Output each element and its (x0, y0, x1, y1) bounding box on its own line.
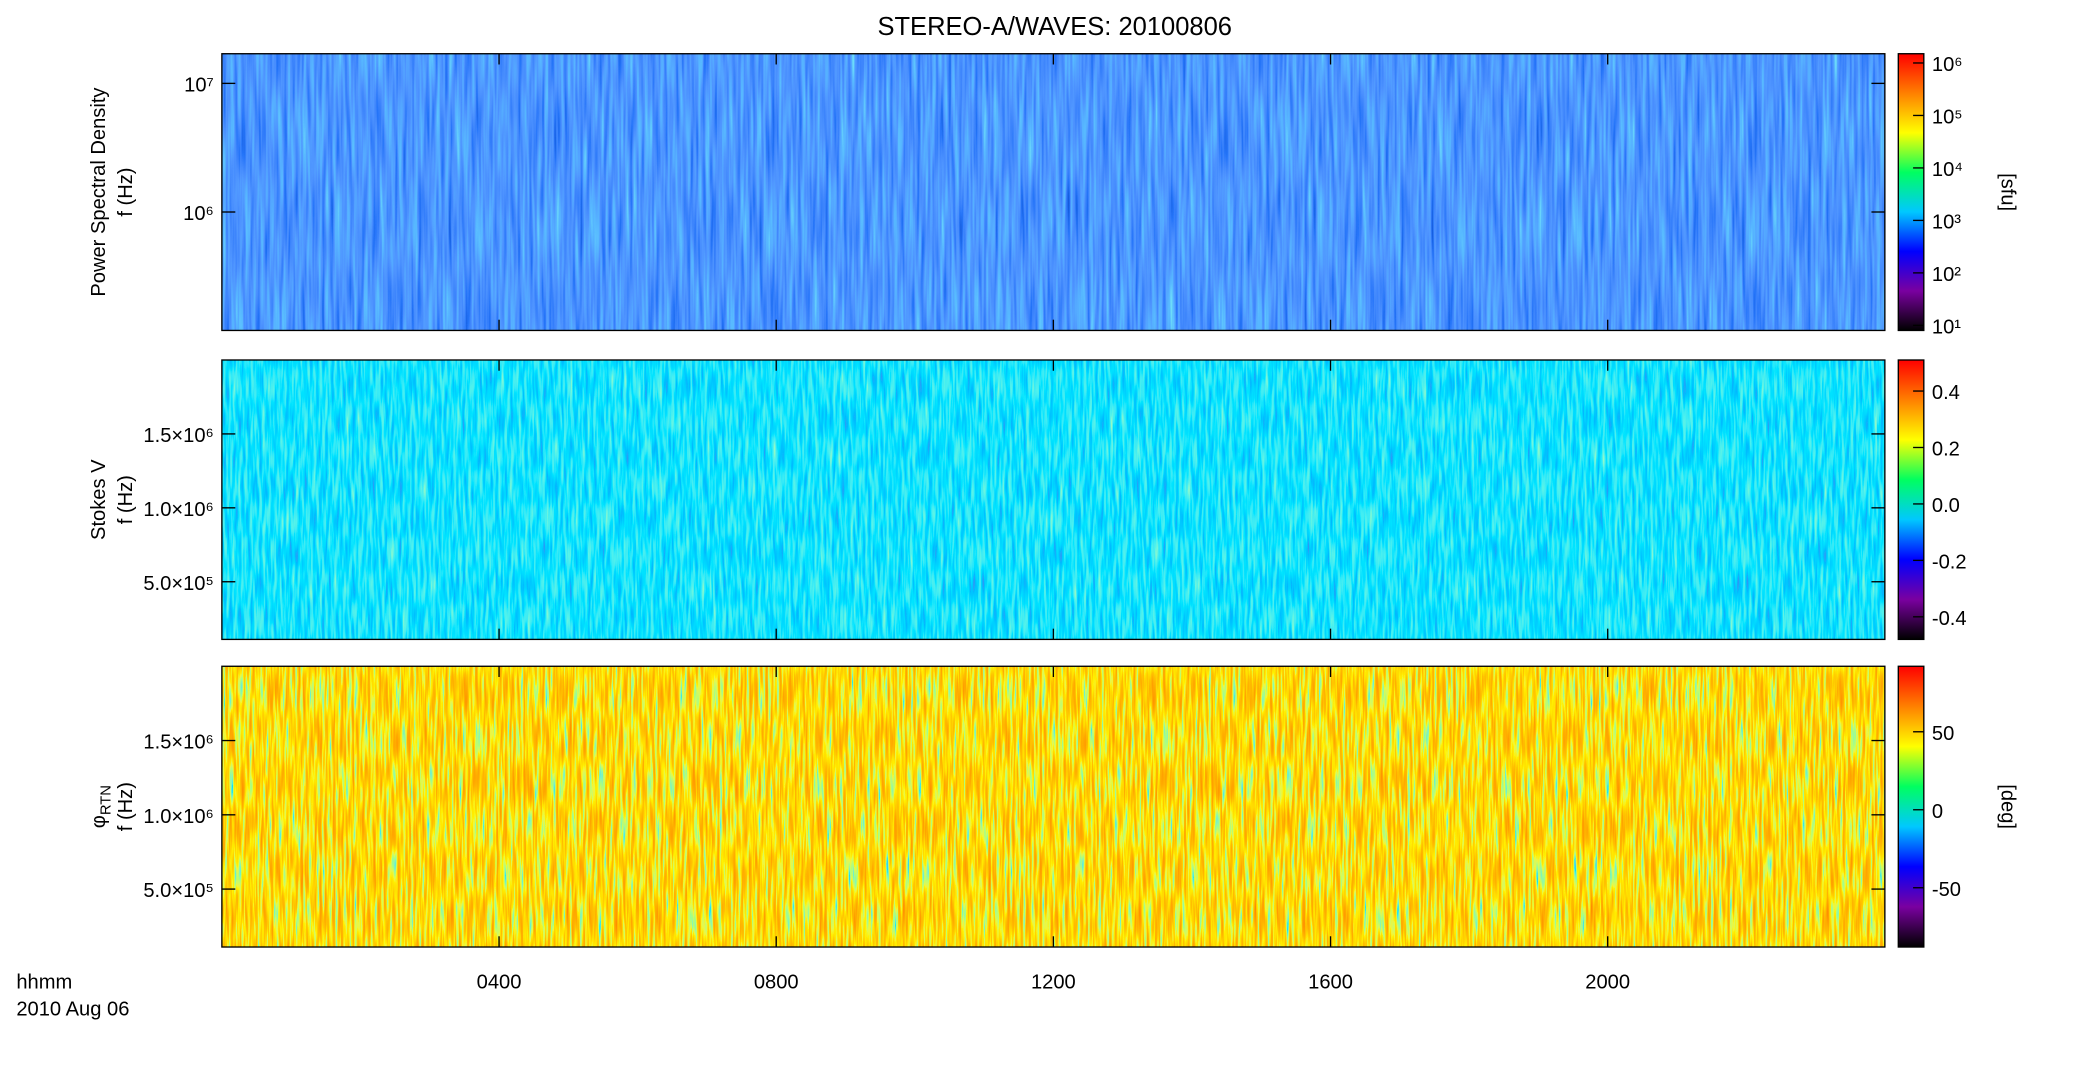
colorbar-tick-label: 0.0 (1932, 495, 1960, 517)
x-tick-label: 0800 (754, 972, 799, 994)
y-axis-label-text: φ (88, 815, 110, 828)
y-axis-label-text: Stokes V (88, 459, 110, 540)
y-axis-label: φRTN (88, 785, 114, 828)
colorbar-tick-label: -0.2 (1932, 551, 1967, 573)
y-axis-label-units: f (Hz) (115, 475, 137, 524)
x-tick-label: 2000 (1585, 972, 1630, 994)
colorbar-tick-label: 10³ (1932, 211, 1961, 233)
spectrogram (221, 360, 1885, 640)
colorbar-tick-label: 10⁵ (1932, 107, 1963, 129)
colorbar-tick-label: 10² (1932, 264, 1961, 286)
colorbar-tick-label: 10¹ (1932, 316, 1961, 338)
colorbar (1897, 53, 1925, 332)
y-tick-label: 1.5×10⁶ (143, 425, 213, 447)
y-axis-label-units: f (Hz) (115, 782, 137, 831)
y-tick-label: 1.0×10⁶ (143, 499, 213, 521)
y-axis-label-subscript: RTN (98, 785, 114, 815)
x-tick-label: 1200 (1031, 972, 1076, 994)
chart-title: STEREO-A/WAVES: 20100806 (877, 13, 1232, 41)
y-axis-label-text: Power Spectral Density (88, 87, 110, 297)
colorbar (1897, 665, 1925, 948)
colorbar-tick-label: 0.2 (1932, 439, 1960, 461)
y-axis-label: Stokes V (88, 459, 110, 540)
spectrogram (221, 53, 1885, 331)
colorbar-tick-label: 50 (1932, 723, 1954, 745)
x-tick-label: 0400 (477, 972, 522, 994)
y-tick-label: 1.5×10⁶ (143, 732, 213, 754)
x-axis-label: hhmm (16, 972, 72, 994)
y-axis-label: Power Spectral Density (88, 87, 110, 297)
colorbar-tick-label: 10⁴ (1932, 159, 1963, 181)
y-tick-label: 10⁷ (184, 74, 214, 96)
colorbar-tick-label: -0.4 (1932, 608, 1967, 630)
colorbar-label: [deg] (1997, 784, 2019, 829)
y-tick-label: 5.0×10⁵ (143, 573, 213, 595)
spectrogram (221, 666, 1885, 948)
x-tick-label: 1600 (1308, 972, 1353, 994)
y-tick-label: 10⁶ (183, 203, 214, 225)
colorbar-label: [sfu] (1997, 173, 2019, 211)
y-tick-label: 5.0×10⁵ (143, 880, 213, 902)
colorbar-tick-label: 0 (1932, 801, 1943, 823)
y-tick-label: 1.0×10⁶ (143, 806, 213, 828)
colorbar (1897, 359, 1925, 641)
colorbar-tick-label: 10⁶ (1932, 54, 1963, 76)
x-axis-sublabel: 2010 Aug 06 (16, 999, 129, 1021)
y-axis-label-units: f (Hz) (115, 167, 137, 216)
colorbar-tick-label: 0.4 (1932, 382, 1960, 404)
colorbar-tick-label: -50 (1932, 879, 1961, 901)
